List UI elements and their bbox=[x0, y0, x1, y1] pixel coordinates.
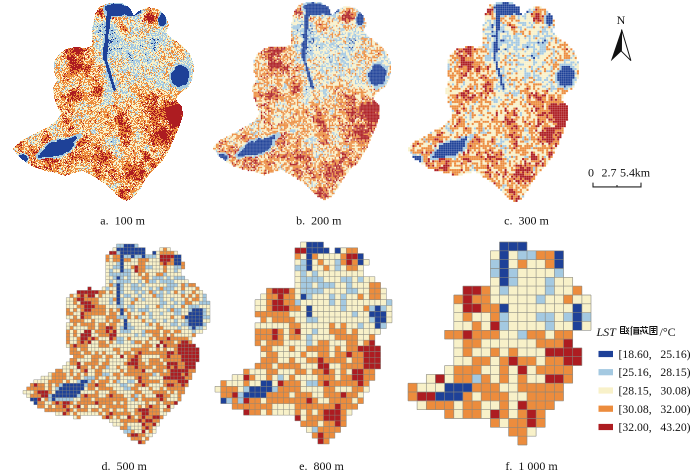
svg-text:[18.60, 25.16): [18.60, 25.16) bbox=[619, 348, 691, 361]
svg-text:N: N bbox=[617, 13, 626, 27]
svg-text:d. 500 m: d. 500 m bbox=[102, 459, 148, 473]
svg-text:a. 100 m: a. 100 m bbox=[100, 213, 145, 227]
svg-text:e. 800 m: e. 800 m bbox=[299, 459, 344, 473]
svg-text:[30.08, 32.00): [30.08, 32.00) bbox=[619, 403, 691, 416]
svg-text:[25.16, 28.15): [25.16, 28.15) bbox=[619, 366, 691, 379]
svg-text:LST: LST bbox=[596, 325, 618, 339]
svg-text:b. 200 m: b. 200 m bbox=[296, 213, 342, 227]
svg-text:f. 1 000 m: f. 1 000 m bbox=[505, 459, 558, 473]
svg-text:0: 0 bbox=[588, 165, 594, 179]
svg-text:5.4: 5.4 bbox=[620, 165, 635, 179]
svg-text:[28.15, 30.08): [28.15, 30.08) bbox=[619, 385, 691, 398]
svg-text:[32.00, 43.20): [32.00, 43.20) bbox=[619, 421, 691, 434]
svg-text:km: km bbox=[635, 165, 651, 179]
svg-text:2.7: 2.7 bbox=[602, 165, 617, 179]
svg-text:/°C: /°C bbox=[660, 325, 676, 339]
svg-text:c. 300 m: c. 300 m bbox=[504, 213, 549, 227]
